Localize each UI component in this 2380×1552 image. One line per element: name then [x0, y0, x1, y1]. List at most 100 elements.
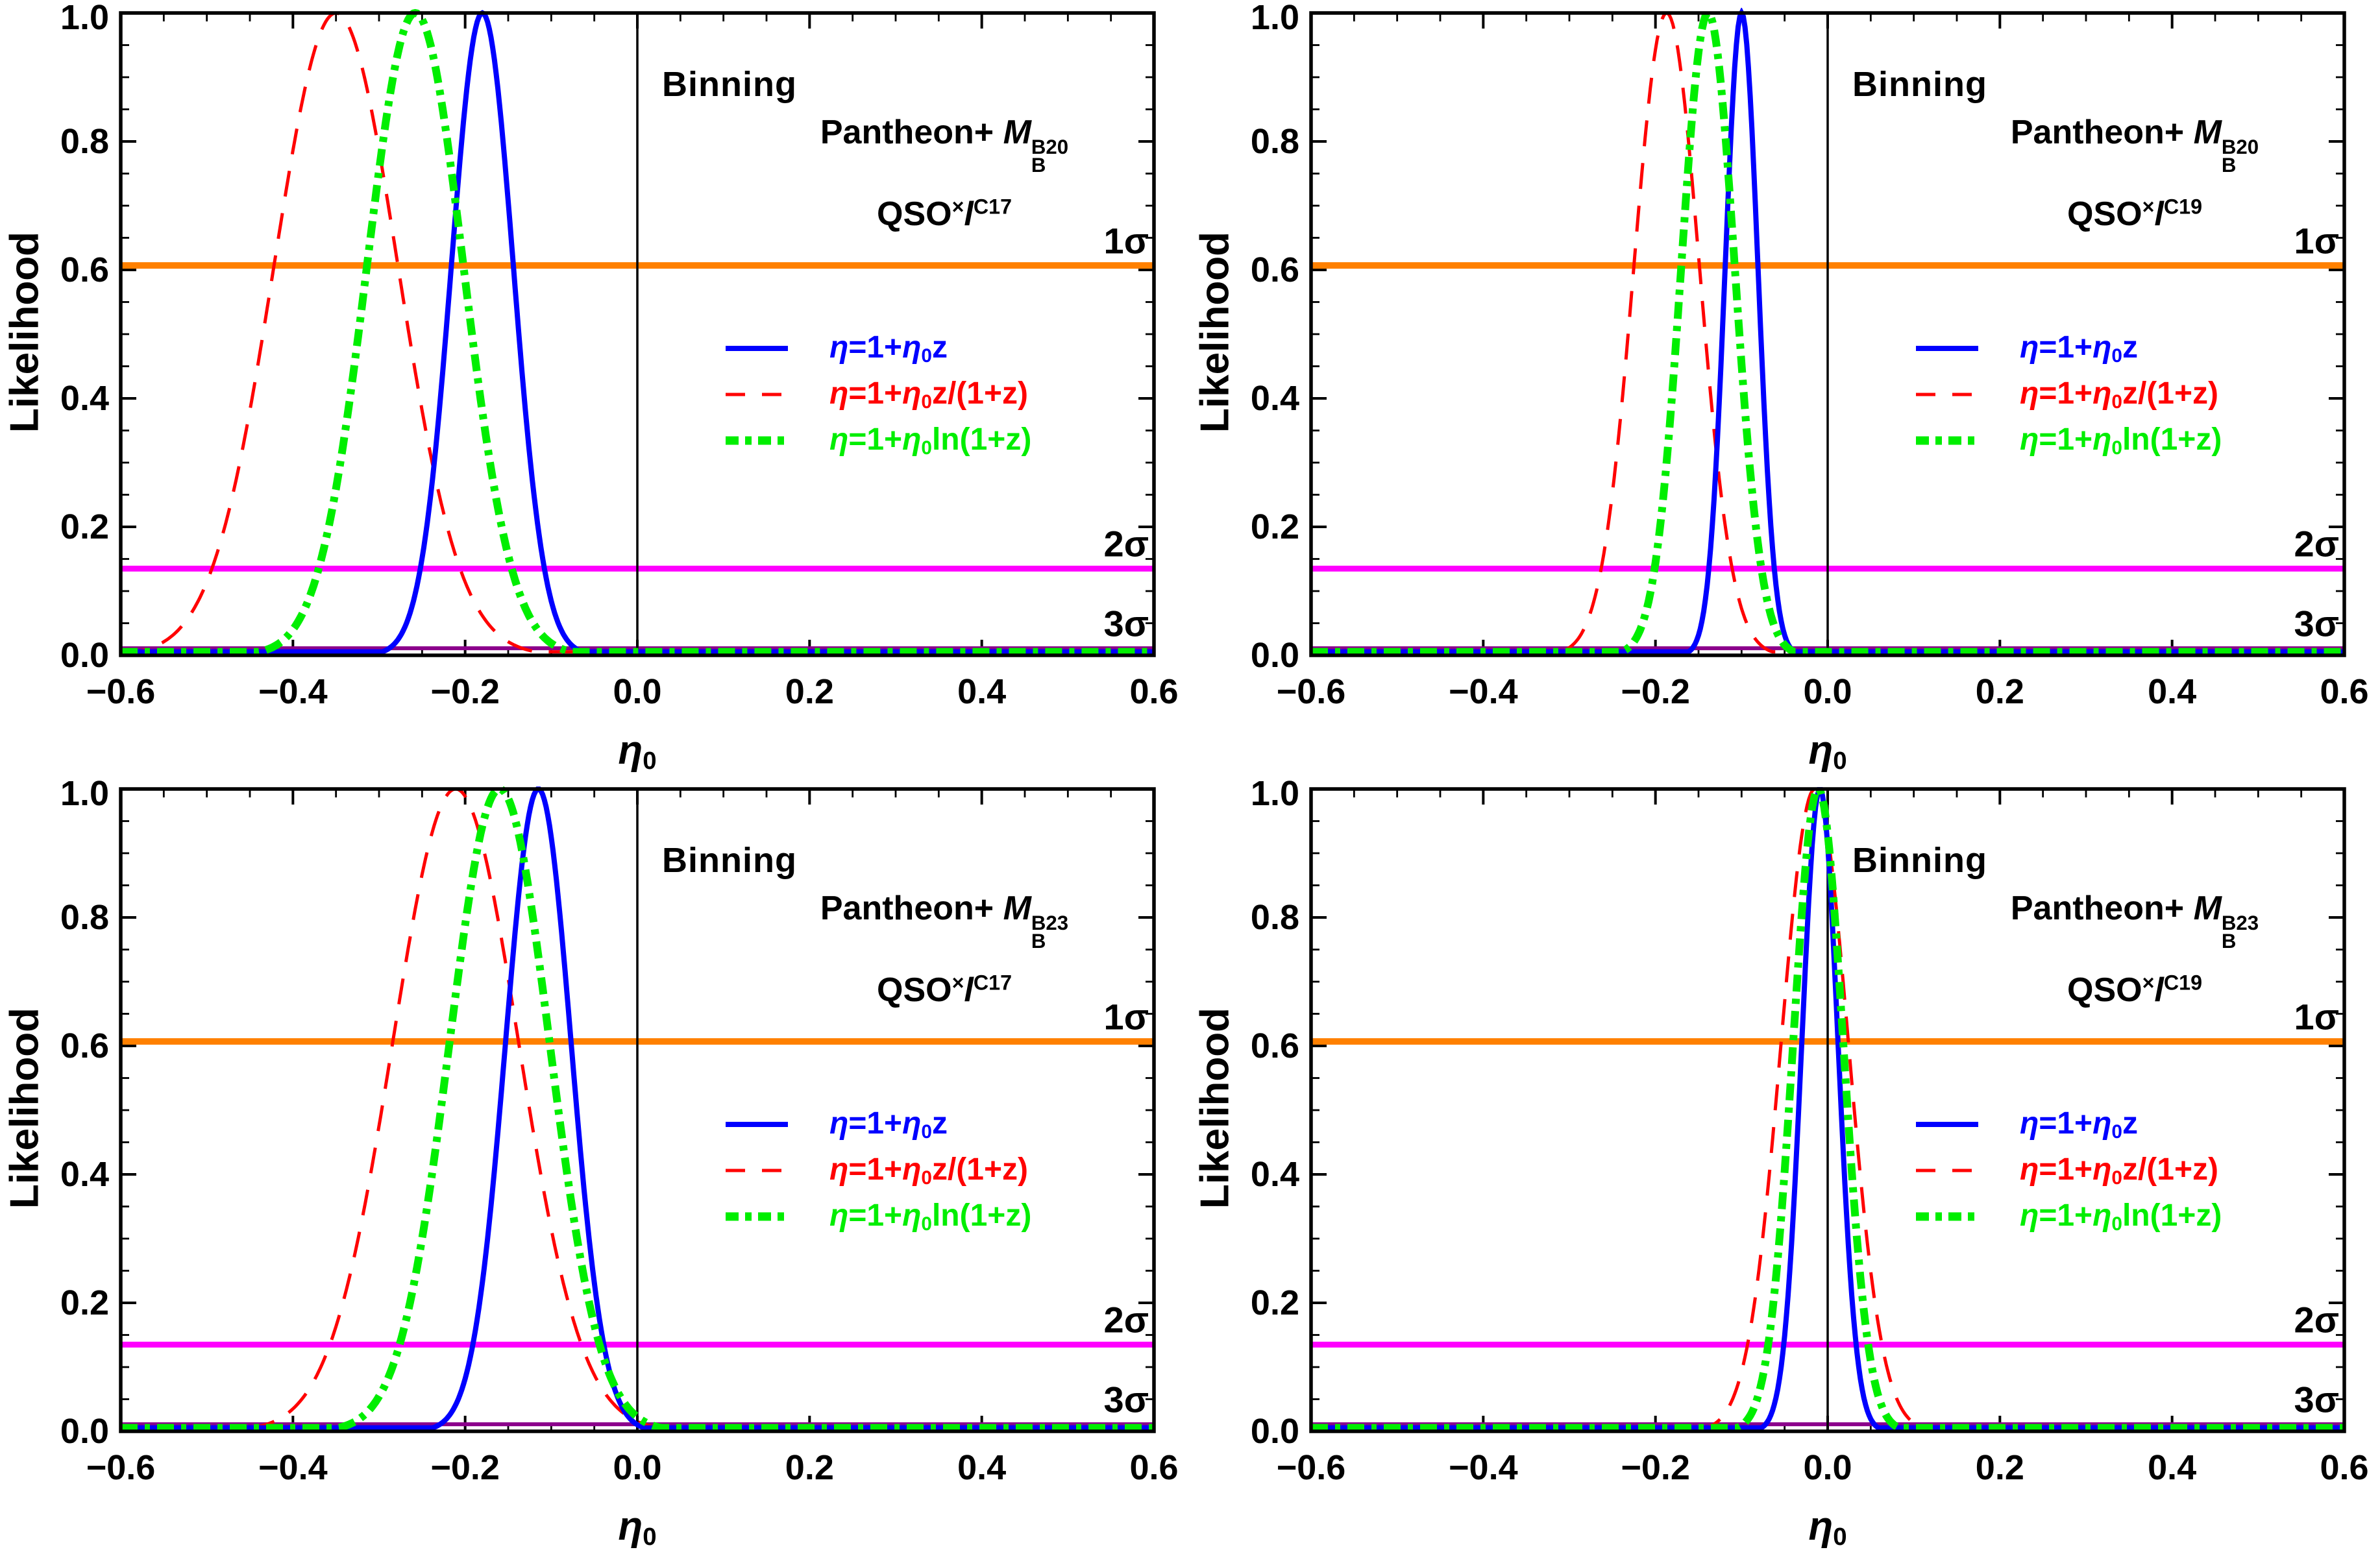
legend-label: η=1+η0ln(1+z): [2020, 1198, 2222, 1235]
x-tick-label: −0.2: [1621, 1448, 1690, 1487]
plot-frame: [119, 11, 1156, 657]
sigma-1-label: 1σ: [2294, 996, 2339, 1037]
legend-label: η=1+η0z/(1+z): [2020, 376, 2218, 413]
y-tick-label: 0.8: [60, 898, 109, 937]
sigma-3-label: 3σ: [2294, 1379, 2339, 1420]
y-tick-label: 0.4: [60, 379, 109, 418]
x-tick-label: 0.6: [1129, 672, 1179, 711]
x-axis-title: η0: [618, 727, 657, 775]
x-axis-title: η0: [1808, 1503, 1847, 1551]
x-tick-label: −0.6: [86, 1448, 156, 1487]
x-tick-label: 0.0: [1803, 672, 1852, 711]
panel-title-line2: QSO×lC19: [2067, 195, 2202, 233]
panel-top-left: Likelihood η0 Binning Pantheon+ M B20 B QS…: [0, 0, 1190, 776]
legend-line-sample: [726, 1211, 788, 1222]
panel-title-line1: Pantheon+ M B23 B: [820, 890, 1069, 953]
y-tick-label: 0.4: [1250, 379, 1299, 418]
legend-line-sample: [726, 435, 788, 446]
sigma-3-label: 3σ: [1103, 603, 1149, 644]
legend-line-sample: [1916, 1119, 1978, 1130]
y-tick-label: 1.0: [1250, 774, 1299, 813]
y-axis-title: Likelihood: [1192, 1008, 1238, 1209]
sigma-1-label: 1σ: [2294, 220, 2339, 261]
curve-eta-log: [1311, 9, 2344, 656]
panel-title-line2: QSO×lC17: [877, 195, 1012, 233]
y-tick-label: 1.0: [60, 774, 109, 813]
panel-bottom-left: Likelihood η0 Binning Pantheon+ M B23 B QS…: [0, 774, 1190, 1552]
legend-line-sample: [1916, 1211, 1978, 1222]
legend-label: η=1+η0z: [829, 330, 948, 367]
legend-line-sample: [1916, 435, 1978, 446]
legend-label: η=1+η0ln(1+z): [829, 422, 1032, 459]
legend-line-sample: [726, 343, 788, 354]
panel-bottom-right: Likelihood η0 Binning Pantheon+ M B23 B QS…: [1190, 774, 2380, 1552]
curve-eta-log: [1311, 785, 2344, 1432]
y-tick-label: 0.4: [1250, 1155, 1299, 1194]
y-axis-title: Likelihood: [2, 1008, 47, 1209]
x-tick-label: 0.6: [2320, 672, 2369, 711]
stacked-supsub: B23 B: [1031, 911, 1069, 953]
legend-line-sample: [1916, 343, 1978, 354]
binning-label: Binning: [1852, 65, 1987, 104]
x-tick-label: −0.6: [1276, 672, 1346, 711]
binning-label: Binning: [662, 841, 797, 880]
y-tick-label: 0.8: [1250, 898, 1299, 937]
sigma-2-label: 2σ: [1103, 1299, 1149, 1340]
legend-line-sample: [726, 1119, 788, 1130]
panel-top-right: Likelihood η0 Binning Pantheon+ M B20 B QS…: [1190, 0, 2380, 776]
binning-label: Binning: [662, 65, 797, 104]
legend-label: η=1+η0z/(1+z): [2020, 1152, 2218, 1189]
x-axis-title: η0: [1808, 727, 1847, 775]
x-tick-label: 0.2: [1975, 672, 2024, 711]
sigma-3-label: 3σ: [1103, 1379, 1149, 1420]
x-axis-title: η0: [618, 1503, 657, 1551]
plot-frame: [1309, 787, 2346, 1433]
x-tick-label: 0.2: [1975, 1448, 2024, 1487]
y-tick-label: 1.0: [1250, 0, 1299, 37]
plot-canvas: [1309, 785, 2346, 1433]
x-tick-label: 0.0: [613, 672, 662, 711]
stacked-supsub: B20 B: [1031, 135, 1069, 177]
x-tick-label: −0.4: [1449, 1448, 1518, 1487]
y-tick-label: 0.4: [60, 1155, 109, 1194]
panel-title-line1: Pantheon+ M B20 B: [2010, 114, 2259, 177]
x-tick-label: −0.4: [258, 1448, 328, 1487]
legend-line-sample: [1916, 1165, 1978, 1176]
panel-title-line2: QSO×lC19: [2067, 971, 2202, 1009]
sigma-2-label: 2σ: [1103, 523, 1149, 564]
x-tick-label: −0.2: [430, 1448, 500, 1487]
panel-title-line2: QSO×lC17: [877, 971, 1012, 1009]
sigma-2-label: 2σ: [2294, 523, 2339, 564]
y-tick-label: 0.0: [60, 1412, 109, 1451]
x-tick-label: −0.2: [430, 672, 500, 711]
x-tick-label: 0.4: [957, 1448, 1007, 1487]
legend-label: η=1+η0z/(1+z): [829, 376, 1028, 413]
sigma-2-label: 2σ: [2294, 1299, 2339, 1340]
x-tick-label: −0.4: [1449, 672, 1518, 711]
x-tick-label: −0.6: [1276, 1448, 1346, 1487]
x-tick-label: 0.4: [957, 672, 1007, 711]
y-tick-label: 1.0: [60, 0, 109, 37]
x-tick-label: 0.2: [785, 1448, 834, 1487]
y-axis-title: Likelihood: [2, 232, 47, 433]
x-tick-label: 0.4: [2148, 672, 2197, 711]
x-tick-label: 0.4: [2148, 1448, 2197, 1487]
x-tick-label: 0.6: [1129, 1448, 1179, 1487]
sigma-1-label: 1σ: [1103, 220, 1149, 261]
legend-line-sample: [1916, 389, 1978, 400]
legend-label: η=1+η0z/(1+z): [829, 1152, 1028, 1189]
y-tick-label: 0.0: [60, 636, 109, 675]
curve-eta-log: [121, 784, 1154, 1432]
y-tick-label: 0.2: [60, 1283, 109, 1322]
panel-title-line1: Pantheon+ M B20 B: [820, 114, 1069, 177]
plot-canvas: [119, 784, 1156, 1433]
y-axis-title: Likelihood: [1192, 232, 1238, 433]
plot-frame: [119, 787, 1156, 1433]
legend-line-sample: [726, 389, 788, 400]
legend-label: η=1+η0ln(1+z): [2020, 422, 2222, 459]
y-tick-label: 0.2: [1250, 1283, 1299, 1322]
legend-label: η=1+η0z: [829, 1106, 948, 1143]
y-tick-label: 0.2: [60, 507, 109, 546]
y-tick-label: 0.2: [1250, 507, 1299, 546]
